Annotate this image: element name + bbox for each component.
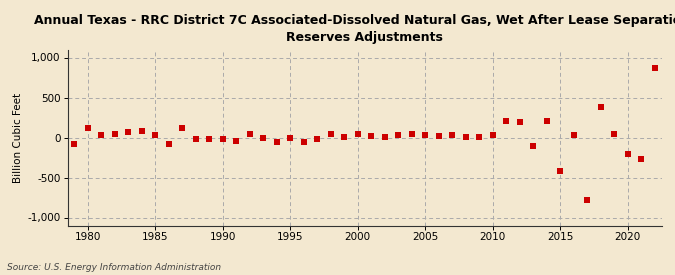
Point: [298, 139, 309, 144]
Point: [69, 142, 80, 146]
Point: [420, 133, 431, 137]
Point: [231, 139, 242, 143]
Point: [339, 134, 350, 139]
Point: [271, 139, 282, 144]
Title: Annual Texas - RRC District 7C Associated-Dissolved Natural Gas, Wet After Lease: Annual Texas - RRC District 7C Associate…: [34, 14, 675, 44]
Point: [96, 133, 107, 137]
Point: [109, 131, 120, 136]
Point: [285, 136, 296, 141]
Point: [406, 131, 417, 136]
Point: [528, 144, 539, 148]
Point: [636, 157, 647, 161]
Point: [501, 119, 512, 123]
Text: Source: U.S. Energy Information Administration: Source: U.S. Energy Information Administ…: [7, 263, 221, 272]
Point: [609, 131, 620, 136]
Point: [595, 105, 606, 109]
Point: [460, 134, 471, 139]
Point: [258, 136, 269, 141]
Point: [82, 126, 93, 130]
Point: [352, 132, 363, 136]
Point: [244, 131, 255, 136]
Point: [204, 137, 215, 141]
Point: [541, 119, 552, 123]
Point: [555, 169, 566, 173]
Point: [514, 119, 525, 124]
Point: [622, 151, 633, 156]
Point: [582, 198, 593, 202]
Point: [649, 66, 660, 70]
Point: [217, 137, 228, 141]
Point: [433, 134, 444, 138]
Point: [150, 133, 161, 137]
Point: [568, 133, 579, 137]
Point: [177, 126, 188, 130]
Point: [379, 134, 390, 139]
Y-axis label: Billion Cubic Feet: Billion Cubic Feet: [13, 92, 23, 183]
Point: [366, 134, 377, 138]
Point: [136, 129, 147, 133]
Point: [190, 137, 201, 141]
Point: [312, 137, 323, 141]
Point: [123, 130, 134, 134]
Point: [474, 134, 485, 139]
Point: [325, 131, 336, 136]
Point: [163, 142, 174, 146]
Point: [393, 133, 404, 137]
Point: [487, 133, 498, 137]
Point: [447, 133, 458, 137]
